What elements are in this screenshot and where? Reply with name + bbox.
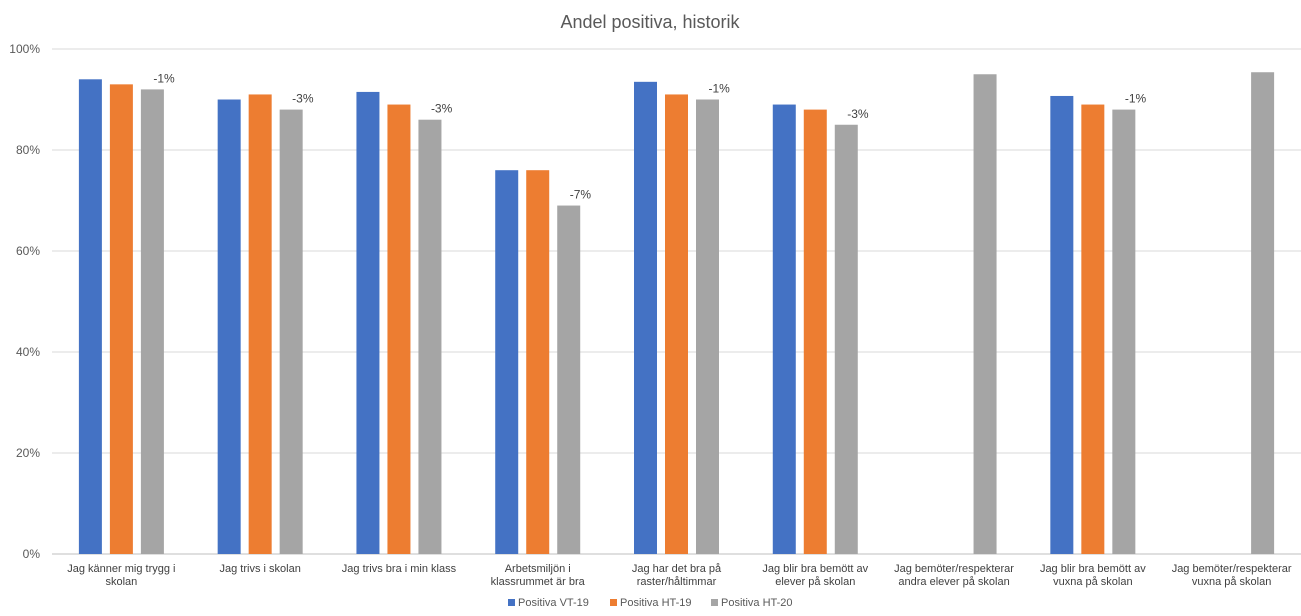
data-labels: -1% -3% -3% -7% -1% -3% -1%	[153, 71, 1146, 201]
legend-swatch	[508, 599, 515, 606]
y-tick-label: 60%	[16, 244, 40, 258]
x-category-label: Arbetsmiljön i klassrummet är bra	[491, 563, 586, 588]
bar-positiva-ht-19	[803, 109, 827, 554]
x-category-label: Jag känner mig trygg i skolan	[67, 563, 175, 588]
y-tick-label: 80%	[16, 143, 40, 157]
bar-positiva-vt-19	[217, 99, 241, 554]
bar-positiva-ht-19	[665, 94, 688, 554]
bar-positiva-ht-20	[418, 119, 442, 554]
y-tick-label: 40%	[16, 345, 40, 359]
x-category-label-line: Jag blir bra bemött av	[1040, 563, 1146, 575]
bar-positiva-vt-19	[356, 91, 380, 555]
bar-positiva-ht-20	[1112, 109, 1136, 554]
x-axis-categories: Jag känner mig trygg i skolan Jag trivs i …	[67, 563, 1292, 588]
x-category-label: Jag blir bra bemött av elever på skolan	[762, 563, 868, 588]
x-category-label: Jag blir bra bemött av vuxna på skolan	[1040, 563, 1146, 588]
x-category-label-line: skolan	[105, 576, 137, 588]
data-label: -1%	[1125, 92, 1147, 106]
legend-label: Positiva HT-19	[620, 597, 692, 609]
bar-positiva-ht-20	[696, 99, 719, 554]
bar-positiva-ht-19	[248, 94, 272, 554]
x-category-label-line: andra elever på skolan	[898, 576, 1009, 588]
chart-title: Andel positiva, historik	[560, 12, 740, 32]
bar-positiva-ht-20	[140, 89, 164, 555]
x-category-label: Jag trivs i skolan	[220, 563, 301, 575]
legend-label: Positiva HT-20	[721, 597, 793, 609]
bars	[78, 72, 1275, 555]
x-category-label: Jag bemöter/respekterar andra elever på s…	[894, 563, 1014, 588]
data-label: -7%	[570, 188, 592, 202]
x-category-label-line: vuxna på skolan	[1192, 576, 1272, 588]
x-category-label: Jag bemöter/respekterar vuxna på skolan	[1172, 563, 1292, 588]
y-tick-label: 0%	[23, 547, 41, 561]
data-label: -3%	[292, 92, 314, 106]
y-tick-label: 100%	[9, 42, 40, 56]
x-category-label-line: Jag bemöter/respekterar	[1172, 563, 1292, 575]
legend: Positiva VT-19 Positiva HT-19 Positiva HT-…	[508, 597, 793, 609]
x-category-label-line: Jag trivs bra i min klass	[342, 563, 457, 575]
x-category-label: Jag trivs bra i min klass	[342, 563, 457, 575]
bar-positiva-vt-19	[78, 79, 102, 555]
bar-positiva-ht-19	[109, 84, 133, 554]
legend-swatch	[711, 599, 718, 606]
x-category-label: Jag har det bra på raster/håltimmar	[632, 563, 722, 588]
x-category-label-line: Arbetsmiljön i	[505, 563, 571, 575]
bar-positiva-ht-20	[1251, 72, 1275, 554]
bar-positiva-vt-19	[634, 81, 657, 554]
y-axis-ticks: 0% 20% 40% 60% 80% 100%	[9, 42, 40, 561]
bar-positiva-ht-20	[279, 109, 303, 554]
x-category-label-line: Jag har det bra på	[632, 563, 722, 575]
bar-positiva-ht-20	[973, 74, 997, 554]
data-label: -3%	[431, 102, 453, 116]
bar-positiva-ht-20	[834, 124, 858, 554]
legend-swatch	[610, 599, 617, 606]
x-category-label-line: elever på skolan	[775, 576, 855, 588]
bar-positiva-ht-19	[387, 104, 411, 555]
y-tick-label: 20%	[16, 446, 40, 460]
bar-positiva-ht-20	[557, 205, 581, 555]
x-category-label-line: vuxna på skolan	[1053, 576, 1133, 588]
x-category-label-line: Jag bemöter/respekterar	[894, 563, 1014, 575]
bar-positiva-ht-19	[526, 170, 550, 554]
data-label: -1%	[153, 71, 175, 85]
x-category-label-line: Jag trivs i skolan	[220, 563, 301, 575]
x-category-label-line: Jag känner mig trygg i	[67, 563, 175, 575]
data-label: -1%	[709, 82, 731, 96]
data-label: -3%	[847, 107, 869, 121]
legend-label: Positiva VT-19	[518, 597, 589, 609]
x-category-label-line: klassrummet är bra	[491, 576, 586, 588]
bar-positiva-vt-19	[772, 104, 796, 555]
x-category-label-line: raster/håltimmar	[637, 576, 717, 588]
x-category-label-line: Jag blir bra bemött av	[762, 563, 868, 575]
bar-positiva-vt-19	[495, 170, 519, 554]
bar-positiva-ht-19	[1081, 104, 1105, 555]
bar-positiva-vt-19	[1050, 95, 1074, 554]
